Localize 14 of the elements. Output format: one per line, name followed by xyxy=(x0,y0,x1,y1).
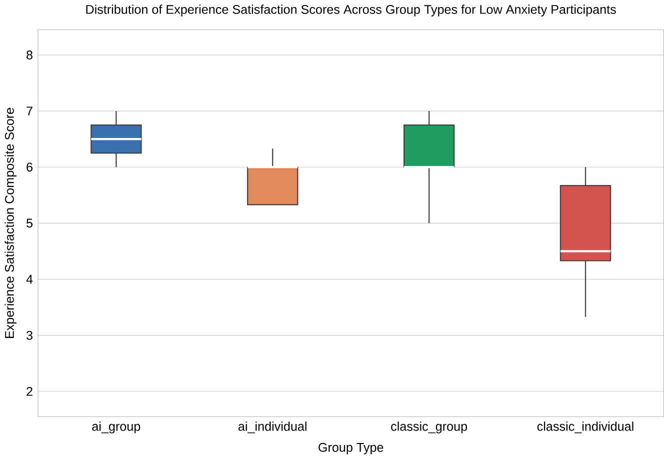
y-tick-label: 3 xyxy=(26,330,32,340)
x-tick-label: classic_group xyxy=(391,422,468,434)
chart-title: Distribution of Experience Satisfaction Scores Across Group Types for Low Anxiety Participants xyxy=(86,4,616,16)
x-tick-label: classic_individual xyxy=(537,422,634,434)
x-axis-title: Group Type xyxy=(318,442,384,454)
y-tick-label: 7 xyxy=(26,106,32,116)
x-tick-label: ai_group xyxy=(92,422,140,434)
x-tick-label: ai_individual xyxy=(238,422,306,434)
y-tick-label: 5 xyxy=(26,218,32,228)
y-tick-label: 8 xyxy=(26,50,32,60)
y-tick-label: 2 xyxy=(26,386,32,396)
y-tick-label: 4 xyxy=(26,274,33,284)
y-axis-title: Experience Satisfaction Composite Score xyxy=(4,108,16,338)
y-tick-label: 6 xyxy=(26,162,32,172)
